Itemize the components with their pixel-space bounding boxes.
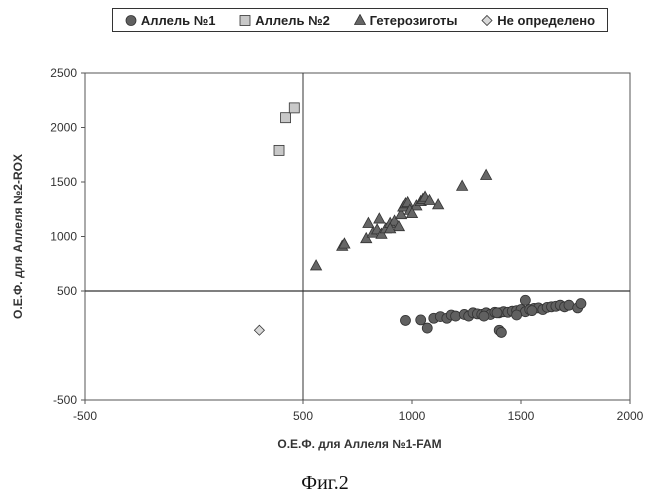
data-point <box>289 103 299 113</box>
data-point <box>451 311 461 321</box>
data-point <box>374 213 385 223</box>
data-point <box>422 323 432 333</box>
y-tick-label: 1500 <box>50 175 77 189</box>
series-diamond <box>254 325 264 335</box>
data-point <box>481 169 492 179</box>
y-tick-label: 500 <box>57 284 77 298</box>
x-tick-label: -500 <box>73 409 97 423</box>
data-point <box>363 217 374 227</box>
x-tick-label: 500 <box>293 409 313 423</box>
series-triangle <box>311 169 492 269</box>
data-point <box>311 260 322 270</box>
data-point <box>492 308 502 318</box>
data-point <box>496 327 506 337</box>
plot-frame <box>85 73 630 400</box>
data-point <box>479 311 489 321</box>
data-point <box>576 299 586 309</box>
x-axis-label: О.Е.Ф. для Аллеля №1-FAM <box>277 437 441 451</box>
x-tick-label: 1500 <box>508 409 535 423</box>
x-tick-label: 2000 <box>617 409 644 423</box>
data-point <box>512 310 522 320</box>
series-circle <box>400 295 585 337</box>
data-point <box>527 306 537 316</box>
y-axis-label: О.Е.Ф. для Аллеля №2-ROX <box>11 154 25 319</box>
series-square <box>274 103 299 156</box>
x-tick-label: 1000 <box>399 409 426 423</box>
data-point <box>254 325 264 335</box>
y-tick-label: 2500 <box>50 66 77 80</box>
data-point <box>416 315 426 325</box>
y-tick-label: -500 <box>53 393 77 407</box>
data-point <box>520 295 530 305</box>
y-tick-label: 2000 <box>50 121 77 135</box>
data-point <box>281 113 291 123</box>
data-point <box>400 315 410 325</box>
figure-caption: Фиг.2 <box>0 472 650 495</box>
data-point <box>457 180 468 190</box>
data-point <box>274 145 284 155</box>
y-tick-label: 1000 <box>50 230 77 244</box>
